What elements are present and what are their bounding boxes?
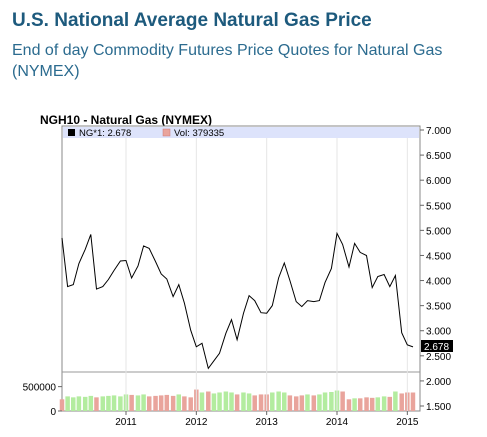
legend-price-swatch [68, 129, 75, 136]
x-tick-label: 2013 [256, 417, 279, 428]
legend-background [63, 127, 419, 138]
volume-bar [164, 394, 170, 411]
volume-bar [176, 394, 182, 411]
volume-bar [76, 396, 82, 411]
volume-bar [381, 396, 387, 411]
volume-bar [217, 392, 222, 411]
x-tick-label: 2015 [396, 417, 419, 428]
volume-bar [311, 395, 317, 411]
volume-bar [399, 393, 404, 411]
volume-bar [317, 394, 322, 411]
page-title: U.S. National Average Natural Gas Price [12, 10, 372, 31]
gridlines [125, 138, 408, 411]
volume-bar [252, 395, 257, 411]
price-tick-label: 4.000 [426, 277, 451, 288]
volume-bar [82, 396, 88, 411]
volume-bar [141, 394, 146, 411]
volume-bar [393, 391, 398, 411]
volume-bar [369, 397, 375, 411]
volume-bar [182, 396, 187, 411]
volume-bar [229, 392, 234, 411]
chart-title: NGH10 - Natural Gas (NYMEX) [40, 113, 212, 127]
price-tick-label: 7.000 [426, 126, 451, 137]
volume-bar [188, 397, 193, 411]
x-axis: 2011 2012 2013 2014 2015 [115, 411, 419, 428]
volume-bar [65, 396, 70, 411]
volume-bar [59, 399, 65, 411]
volume-bar [234, 394, 240, 411]
volume-bar [293, 396, 299, 411]
price-tick-label: 5.500 [426, 201, 451, 212]
legend-price-label: NG*1: 2.678 [79, 128, 131, 139]
price-tick-label: 3.000 [426, 327, 451, 338]
volume-tick-label: 0 [50, 407, 56, 418]
last-value-box [421, 340, 453, 352]
volume-bar [364, 397, 369, 411]
x-tick-label: 2014 [326, 417, 349, 428]
volume-bar [352, 398, 357, 411]
volume-bar [206, 391, 211, 411]
volume-bars [59, 389, 416, 411]
volume-bar [387, 396, 393, 411]
price-axis: 1.500 2.000 2.500 3.000 3.500 4.000 4.500 5.000… [420, 126, 451, 413]
price-tick-label: 4.500 [426, 251, 451, 262]
x-tick-label: 2011 [115, 417, 137, 428]
volume-tick-label: 500000 [23, 383, 57, 394]
volume-bar [276, 391, 281, 411]
volume-bar [282, 392, 287, 411]
volume-bar [322, 392, 328, 411]
legend-volume-swatch [162, 128, 171, 137]
x-tick-label: 2012 [185, 417, 208, 428]
volume-bar [375, 397, 381, 411]
volume-bar [246, 393, 252, 411]
price-line [61, 231, 414, 370]
price-tick-label: 6.000 [426, 176, 451, 187]
volume-bar [287, 395, 293, 411]
volume-bar [158, 395, 164, 411]
volume-bar [241, 392, 246, 411]
volume-bar [357, 398, 363, 411]
price-tick-label: 5.000 [426, 226, 451, 237]
volume-bar [111, 395, 117, 411]
page-subtitle: End of day Commodity Futures Price Quote… [12, 42, 443, 80]
volume-bar [305, 394, 310, 411]
volume-bar [129, 394, 134, 411]
volume-bar [211, 393, 217, 411]
volume-bar [135, 395, 141, 411]
legend-volume-label: Vol: 379335 [174, 128, 224, 139]
price-tick-label: 1.500 [426, 402, 451, 413]
plot-frame [61, 125, 421, 412]
volume-bar [346, 399, 352, 411]
price-tick-label: 2.500 [426, 352, 451, 363]
volume-bar [118, 396, 123, 411]
volume-bar [299, 395, 305, 411]
volume-bar [170, 395, 176, 411]
price-tick-label: 3.500 [426, 302, 451, 313]
volume-bar [146, 396, 152, 411]
volume-bar [340, 391, 345, 411]
volume-bar [329, 391, 334, 411]
volume-bar [88, 395, 94, 411]
volume-bar [258, 394, 264, 411]
volume-bar [106, 395, 111, 411]
volume-bar [199, 392, 205, 411]
volume-bar [223, 391, 229, 411]
volume-bar [100, 396, 106, 411]
price-tick-label: 2.000 [426, 377, 451, 388]
volume-bar [410, 392, 416, 411]
last-value-label: 2.678 [424, 342, 449, 353]
volume-bar [71, 397, 76, 411]
volume-axis: 0 500000 [23, 383, 62, 418]
volume-bar [270, 392, 275, 411]
volume-bar [94, 397, 99, 411]
volume-bar [153, 395, 158, 411]
price-tick-label: 6.500 [426, 151, 451, 162]
